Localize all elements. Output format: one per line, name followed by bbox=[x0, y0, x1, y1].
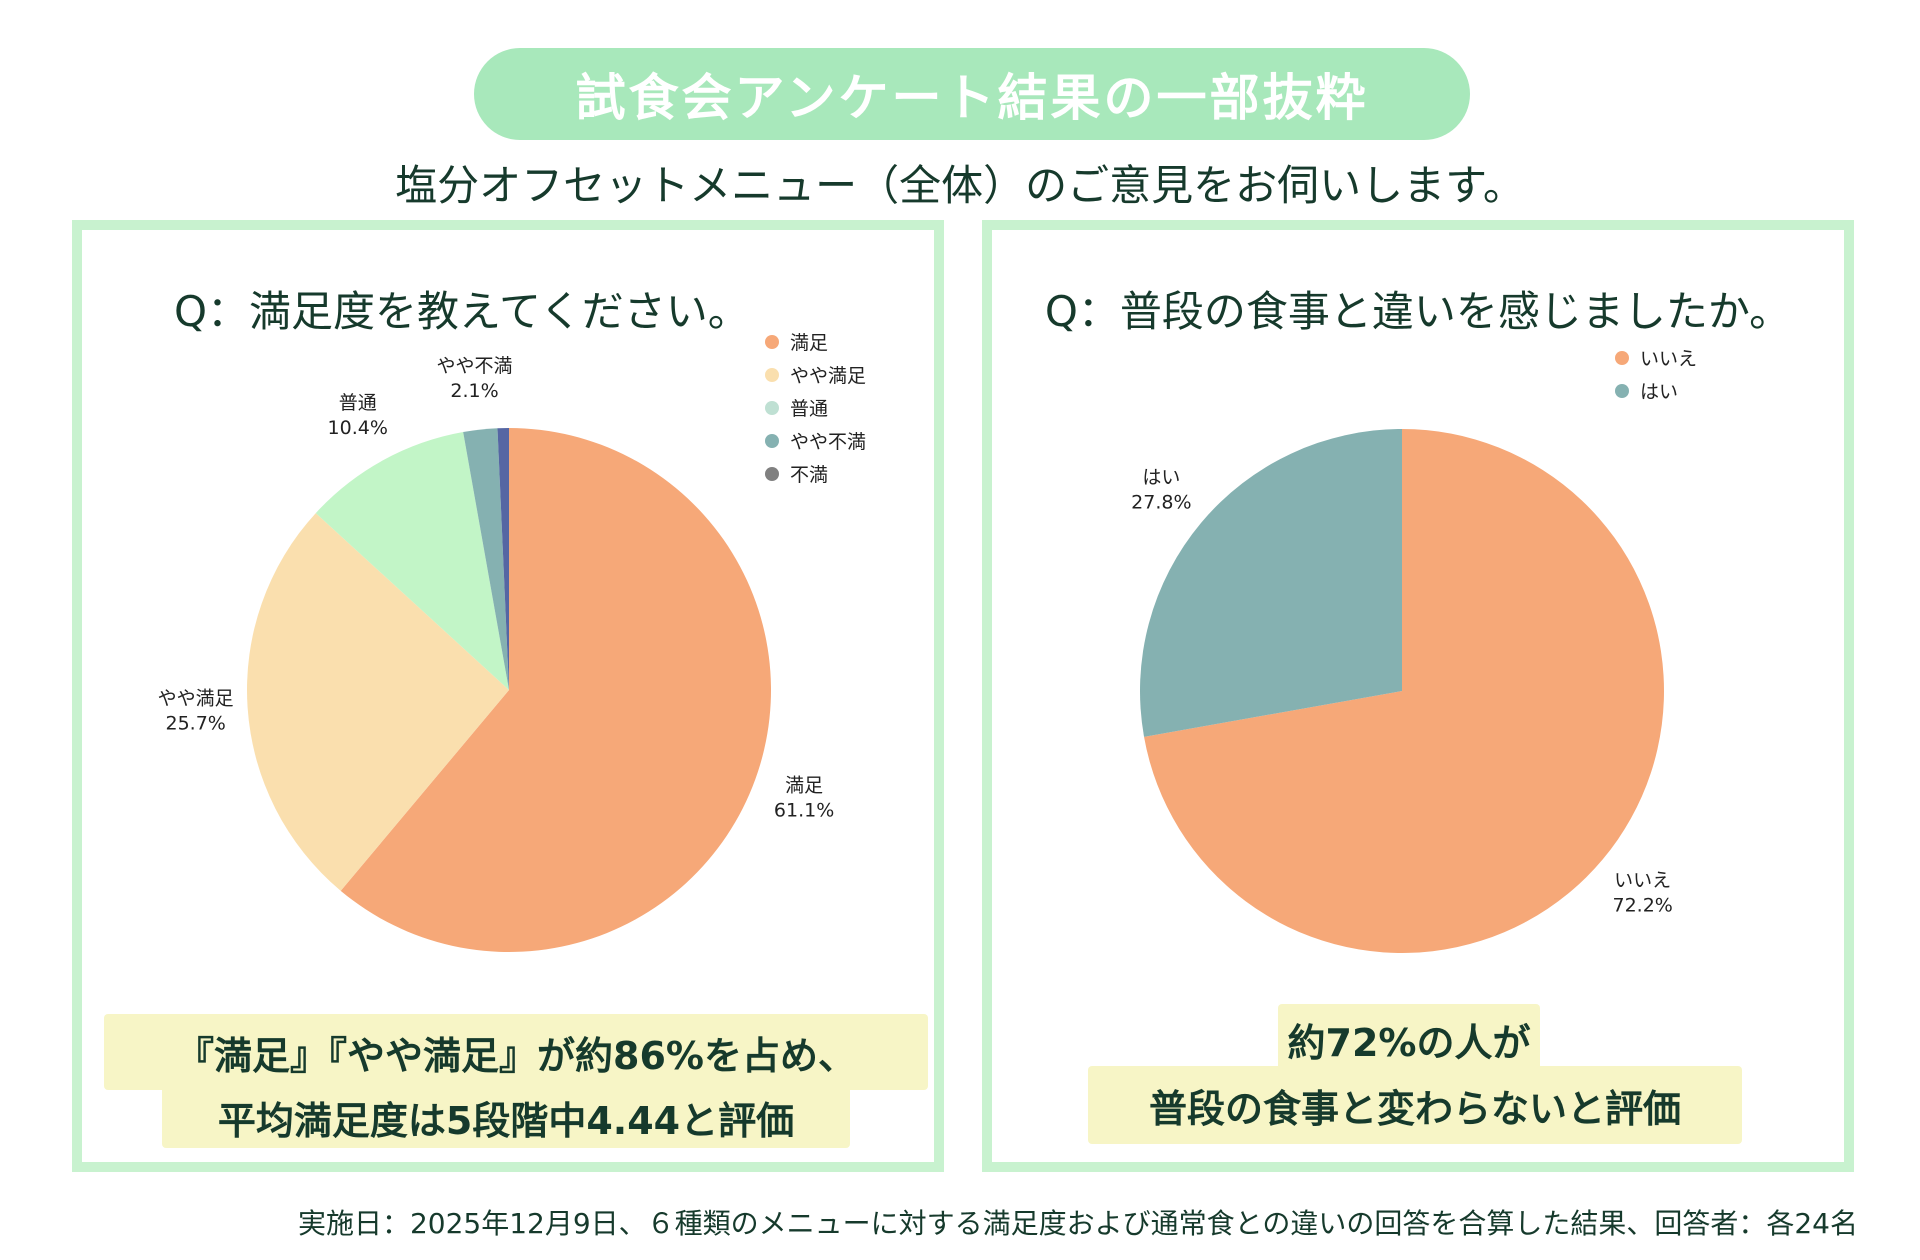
pie-slice-0-2 bbox=[315, 432, 509, 690]
legend-marker-0-2 bbox=[765, 401, 779, 415]
pie-slice-0-3 bbox=[463, 428, 509, 690]
legend-label-0-4: 不満 bbox=[790, 464, 828, 486]
satisfaction-panel: Q：満足度を教えてください。 満足 61.1% やや満足 25.7% 普通 10.4% やや… bbox=[72, 220, 944, 1172]
footer-note: 実施日：2025年12月9日、６種類のメニューに対する満足度および通常食との違い… bbox=[297, 1207, 1858, 1240]
slice-label-value-1-0: 72.2% bbox=[1612, 895, 1672, 917]
satisfaction-pie-chart: 満足61.1%やや満足25.7%普通10.4%やや不満2.1%満足やや満足普通や… bbox=[158, 332, 866, 952]
legend-marker-0-1 bbox=[765, 368, 779, 382]
legend-marker-0-4 bbox=[765, 467, 779, 481]
difference-summary-line-2: 普段の食事と変わらないと評価 bbox=[1088, 1066, 1742, 1144]
satisfaction-summary-line-2: 平均満足度は5段階中4.44と評価 bbox=[162, 1086, 850, 1148]
slice-label-category-0-2: 普通 bbox=[339, 392, 377, 414]
satisfaction-question: Q：満足度を教えてください。 bbox=[174, 287, 750, 336]
slice-label-category-0-1: やや満足 bbox=[158, 688, 234, 710]
difference-summary-line-1: 約72%の人が bbox=[1278, 1004, 1540, 1074]
legend-label-0-2: 普通 bbox=[790, 398, 828, 420]
legend-label-1-1: はい bbox=[1640, 381, 1678, 403]
difference-panel: Q：普段の食事と違いを感じましたか。 いいえ 72.2% はい 27.8% いいえ はい … bbox=[982, 220, 1854, 1172]
slice-label-value-1-1: 27.8% bbox=[1131, 491, 1191, 513]
slice-label-category-1-0: いいえ bbox=[1614, 870, 1671, 892]
legend-marker-1-1 bbox=[1615, 384, 1629, 398]
slice-label-value-0-0: 61.1% bbox=[774, 799, 834, 821]
legend-marker-0-3 bbox=[765, 434, 779, 448]
pie-slice-0-0 bbox=[340, 428, 772, 952]
slice-label-value-0-3: 2.1% bbox=[450, 380, 498, 402]
slice-label-value-0-1: 25.7% bbox=[166, 713, 226, 735]
legend-label-1-0: いいえ bbox=[1640, 348, 1697, 370]
difference-question: Q：普段の食事と違いを感じましたか。 bbox=[1044, 287, 1792, 336]
subtitle: 塩分オフセットメニュー（全体）のご意見をお伺いします。 bbox=[395, 161, 1525, 210]
legend-label-0-3: やや不満 bbox=[790, 431, 866, 453]
pie-slice-0-1 bbox=[247, 513, 509, 891]
slice-label-category-1-1: はい bbox=[1142, 466, 1180, 488]
pie-slice-1-0 bbox=[1144, 429, 1664, 953]
slice-label-category-0-3: やや不満 bbox=[437, 355, 513, 377]
legend-label-0-0: 満足 bbox=[790, 332, 828, 354]
main-title: 試食会アンケート結果の一部抜粋 bbox=[474, 48, 1470, 140]
satisfaction-summary-line-1: 『満足』『やや満足』が約86%を占め、 bbox=[104, 1014, 928, 1090]
pie-slice-0-4 bbox=[497, 428, 509, 690]
slice-label-category-0-0: 満足 bbox=[785, 774, 823, 796]
legend-marker-1-0 bbox=[1615, 351, 1629, 365]
legend-label-0-1: やや満足 bbox=[790, 365, 866, 387]
slice-label-value-0-2: 10.4% bbox=[328, 417, 388, 439]
legend-marker-0-0 bbox=[765, 335, 779, 349]
pie-slice-1-1 bbox=[1140, 429, 1402, 737]
